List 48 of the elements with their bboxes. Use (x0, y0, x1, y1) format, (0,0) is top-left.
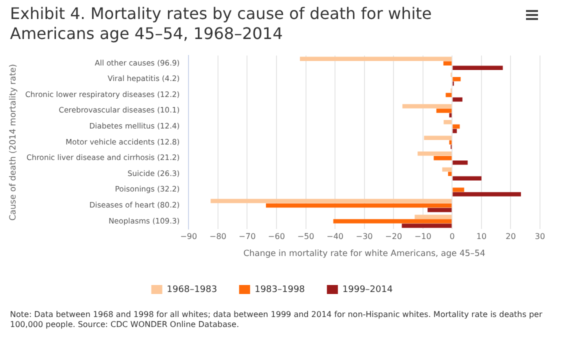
bar (210, 198, 452, 204)
bar (449, 113, 452, 118)
bar (300, 56, 452, 62)
x-tick-label: −90 (180, 232, 198, 242)
x-tick-label: −20 (385, 232, 402, 242)
legend-label: 1968–1983 (166, 284, 218, 295)
x-tick-label: −10 (414, 232, 432, 242)
bar (452, 188, 464, 192)
x-tick-label: −30 (356, 232, 373, 242)
bar (442, 167, 452, 172)
bar (443, 61, 452, 66)
bar (452, 97, 462, 102)
bar (428, 208, 452, 212)
bar (452, 66, 503, 70)
x-tick-label: −80 (209, 232, 226, 242)
bar (266, 203, 452, 208)
bar (434, 156, 452, 160)
x-tick-label: −70 (238, 232, 256, 242)
legend-label: 1983–1998 (254, 284, 306, 295)
bar (414, 214, 452, 219)
bar (402, 224, 452, 228)
bar (436, 108, 452, 113)
x-tick-label: −40 (326, 232, 344, 242)
x-tick-label: 10 (476, 232, 487, 242)
x-axis-title: Change in mortality rate for white Americans, age 45–54 (243, 249, 486, 260)
bar (452, 160, 468, 165)
x-tick-label: 20 (506, 232, 516, 242)
y-axis-title: Cause of death (2014 mortality rate) (8, 64, 18, 221)
x-tick-label: −50 (297, 232, 314, 242)
legend-label: 1999–2014 (342, 284, 393, 295)
bar (452, 124, 460, 129)
bar (446, 92, 452, 98)
x-tick-label: −60 (268, 232, 285, 242)
bar (418, 152, 452, 156)
x-tick-label: 30 (534, 232, 546, 242)
bar (452, 192, 521, 196)
bar (452, 176, 482, 181)
bar (333, 219, 452, 224)
bar (452, 128, 457, 134)
x-tick-label: 0 (450, 232, 455, 242)
bar (448, 172, 452, 176)
bar (444, 120, 452, 124)
bar (424, 136, 452, 140)
bar (402, 104, 452, 108)
bar (449, 140, 452, 144)
text: Note: Data between 1968 and 1998 for all whites; data between 1999 and 2014 for non-Hispanic whites. Mortality rate is deaths per 100,000 people. Source: CDC WONDER Online Database. (9, 309, 544, 330)
bar (452, 77, 461, 82)
chart-title: Exhibit 4. Mortality rates by cause of death for white Americans age 45–54, 1968–2014 (9, 3, 433, 45)
